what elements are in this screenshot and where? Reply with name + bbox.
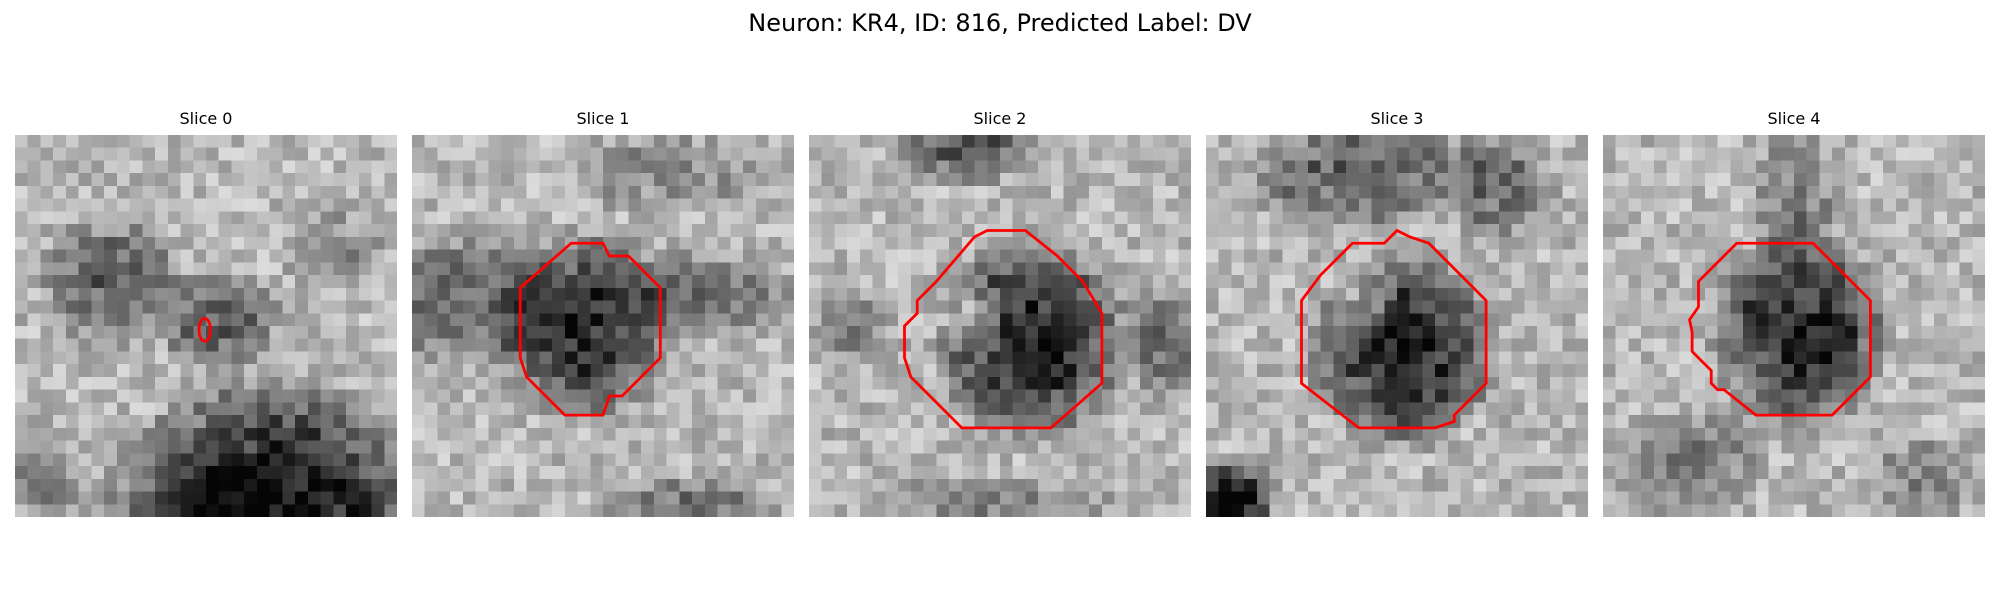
slice-image — [1206, 135, 1588, 517]
slice-image — [809, 135, 1191, 517]
pixel-grid — [1206, 135, 1588, 517]
slice-panel-1: Slice 1 — [412, 108, 794, 520]
slice-panel-0: Slice 0 — [15, 108, 397, 520]
slice-panel-3: Slice 3 — [1206, 108, 1588, 520]
slice-title: Slice 1 — [576, 109, 630, 128]
pixel-grid — [1603, 135, 1985, 517]
pixel-grid — [15, 135, 397, 517]
cell-outline — [903, 229, 1104, 430]
cell-outline — [1688, 241, 1872, 417]
slice-title: Slice 0 — [179, 109, 233, 128]
cell-outline — [518, 241, 662, 417]
pixel-grid — [809, 135, 1191, 517]
slice-title: Slice 2 — [973, 109, 1027, 128]
cell-outline — [1300, 228, 1488, 430]
figure-title: Neuron: KR4, ID: 816, Predicted Label: D… — [748, 9, 1252, 37]
slice-panel-2: Slice 2 — [809, 108, 1191, 520]
slice-panel-4: Slice 4 — [1603, 108, 1985, 520]
pixel-grid — [412, 135, 794, 517]
slice-image — [1603, 135, 1985, 517]
slice-title: Slice 4 — [1767, 109, 1821, 128]
slice-image — [412, 135, 794, 517]
slice-title: Slice 3 — [1370, 109, 1424, 128]
cell-outline — [197, 316, 212, 343]
slice-image — [15, 135, 397, 517]
